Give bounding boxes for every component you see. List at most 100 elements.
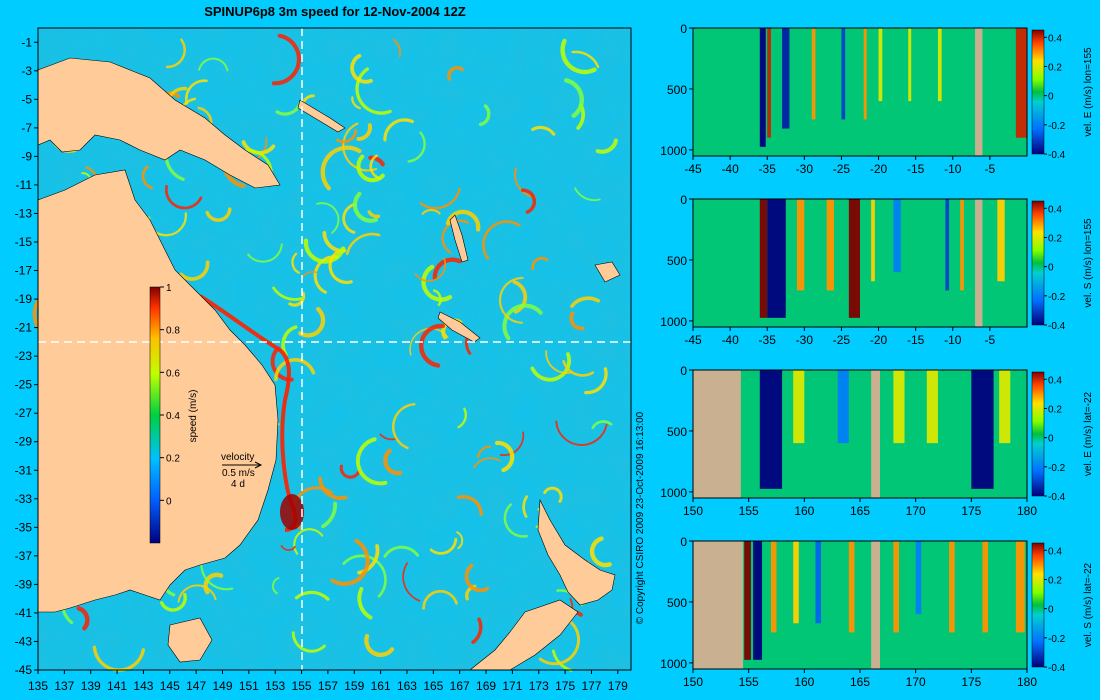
- panel-colorbar-tick-label: -0.2: [1048, 292, 1066, 303]
- eddy-streak: [247, 243, 283, 263]
- section-jet: [841, 28, 846, 120]
- eddy-streak: [367, 210, 381, 219]
- eddy-streak: [402, 562, 421, 602]
- panel-colorbar-tick-label: -0.2: [1048, 634, 1066, 645]
- eddy-streak: [165, 38, 186, 69]
- eddy-streak: [391, 402, 416, 450]
- map-y-tick-label: -1: [21, 35, 32, 49]
- eddy-streak: [335, 128, 358, 144]
- map-y-tick-label: -9: [21, 149, 32, 163]
- section-panel-1: -45 -40 -35 -30 -25 -20 -15 -10 -5 0 500 1000 0.4 0.2…: [660, 22, 1094, 176]
- section-jet: [908, 28, 912, 102]
- panel-colorbar-tick-label: 0.2: [1048, 404, 1062, 415]
- panel-colorbar-tick-label: 0.2: [1048, 575, 1062, 586]
- section-jet: [811, 28, 816, 120]
- map-frame: [37, 27, 632, 671]
- eac-eddy: [280, 494, 304, 530]
- section-jet: [893, 370, 905, 444]
- speed-colorbar-tick-label: 0.2: [166, 454, 180, 465]
- map-x-tick-label: 153: [265, 679, 285, 693]
- speed-map: [32, 27, 632, 672]
- map-x-tick-label: 139: [81, 679, 101, 693]
- eddy-streak: [564, 78, 584, 118]
- velocity-legend-step: 4 d: [231, 479, 245, 490]
- eddy-streak: [421, 264, 453, 302]
- land-new-zealand-south: [469, 599, 579, 671]
- eddy-streak: [421, 208, 441, 215]
- eddy-streak: [589, 536, 612, 568]
- panel-colorbar-tick-label: 0.2: [1048, 233, 1062, 244]
- eddy-streak: [499, 431, 525, 457]
- map-y-tick-label: -41: [15, 606, 33, 620]
- eddy-streak: [569, 311, 585, 331]
- section-jet: [767, 28, 771, 138]
- map-y-tick-label: -15: [15, 235, 33, 249]
- panel-colorbar-tick-label: -0.4: [1048, 663, 1066, 674]
- section-jet: [937, 28, 942, 102]
- panel-label: vel. E (m/s) lat=-22: [1083, 391, 1094, 476]
- section-jet: [915, 541, 922, 615]
- eddy-streak: [471, 617, 483, 644]
- panel-x-tick-label: -5: [985, 162, 996, 176]
- map-y-tick-label: -3: [21, 64, 32, 78]
- map-x-tick-label: 163: [397, 679, 417, 693]
- panel-x-tick-label: -20: [870, 162, 888, 176]
- section-jet: [744, 541, 751, 660]
- panel-x-tick-label: 165: [850, 675, 870, 689]
- section-panel-2: -45 -40 -35 -30 -25 -20 -15 -10 -5 0 500 1000 0.4 0.2…: [660, 193, 1094, 347]
- panel-colorbar-tick-label: -0.4: [1048, 150, 1066, 161]
- eddy-streak: [512, 280, 528, 314]
- section-jet: [848, 541, 855, 633]
- velocity-legend: velocity 0.5 m/s 4 d: [221, 452, 263, 490]
- map-x-tick-label: 141: [107, 679, 127, 693]
- panel-frame: [692, 198, 1028, 328]
- section-jet: [871, 199, 875, 282]
- eddy-streak: [457, 407, 467, 429]
- panel-y-tick-label: 1000: [660, 144, 687, 158]
- panel-x-tick-label: -40: [721, 333, 739, 347]
- map-y-tick-label: -33: [15, 492, 33, 506]
- eddy-streak: [185, 79, 208, 105]
- eddy-streak: [482, 220, 521, 260]
- panel-y-tick-label: 0: [680, 364, 687, 378]
- eddy-streak: [356, 154, 385, 183]
- section-jet: [949, 541, 955, 633]
- map-x-tick-label: 155: [292, 679, 312, 693]
- eddy-streak: [447, 66, 464, 81]
- map-y-tick-label: -43: [15, 634, 33, 648]
- eddy-streak: [477, 445, 492, 458]
- panel-label: vel. S (m/s) lon=155: [1083, 218, 1094, 308]
- section-jet: [759, 199, 768, 318]
- eddy-streak: [562, 360, 595, 377]
- panel-label: vel. S (m/s) lat=-22: [1083, 562, 1094, 647]
- eddy-streak: [352, 191, 379, 223]
- eddy-streak: [339, 464, 361, 479]
- section-land: [693, 370, 741, 498]
- section-land: [871, 370, 881, 498]
- map-x-tick-label: 161: [371, 679, 391, 693]
- section-jet: [945, 199, 950, 291]
- section-jet: [982, 541, 989, 633]
- eddy-streak: [342, 122, 378, 172]
- eddy-streak: [198, 57, 229, 72]
- eddy-streak: [570, 296, 601, 308]
- velocity-legend-title: velocity: [221, 452, 254, 463]
- panel-x-tick-label: -40: [721, 162, 739, 176]
- land-new-zealand-north: [537, 498, 616, 606]
- panel-colorbar-tick-label: 0.4: [1048, 204, 1062, 215]
- eddy-streak: [419, 323, 445, 368]
- map-y-tick-label: -7: [21, 121, 32, 135]
- panel-x-tick-label: 165: [850, 504, 870, 518]
- eddy-streak: [271, 33, 301, 86]
- panel-x-tick-label: -25: [833, 162, 851, 176]
- eddy-streak: [177, 584, 217, 603]
- eddy-streak: [422, 589, 458, 610]
- panel-colorbar-tick-label: 0.2: [1048, 62, 1062, 73]
- eddy-streak: [379, 433, 397, 441]
- map-x-tick-label: 177: [581, 679, 601, 693]
- map-x-tick-label: 167: [450, 679, 470, 693]
- panel-x-tick-label: 160: [794, 504, 814, 518]
- section-jet: [753, 541, 763, 660]
- section-jet: [893, 199, 901, 273]
- eddy-streak: [291, 252, 300, 274]
